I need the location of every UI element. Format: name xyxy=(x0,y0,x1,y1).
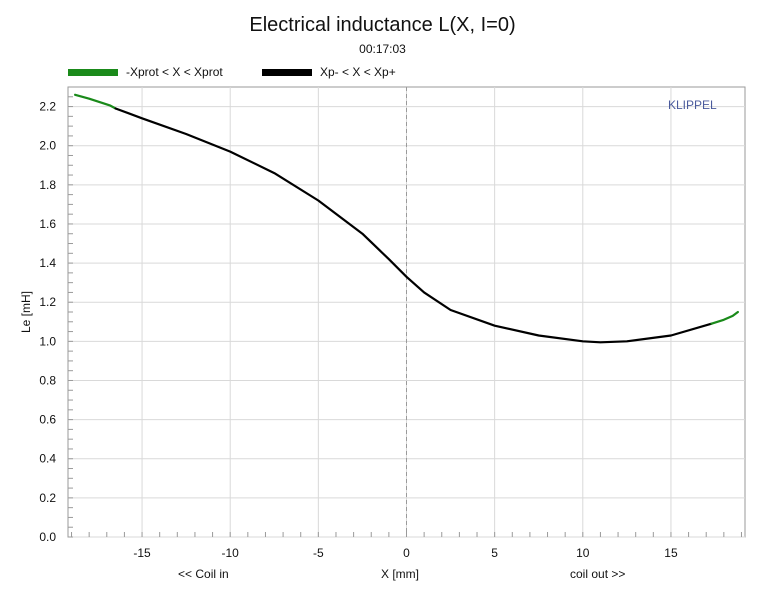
x-tick-label: -15 xyxy=(133,546,151,560)
x-tick-label: -5 xyxy=(313,546,324,560)
x-axis-label: X [mm] xyxy=(381,567,419,581)
y-axis-label: Le [mH] xyxy=(19,291,33,333)
y-tick-label: 1.2 xyxy=(39,295,56,309)
y-tick-label: 0.6 xyxy=(39,413,56,427)
series-line-0 xyxy=(73,93,117,110)
series-line-1 xyxy=(114,107,713,344)
y-tick-label: 1.6 xyxy=(39,217,56,231)
brand-label: KLIPPEL xyxy=(668,98,717,112)
y-tick-label: 0.2 xyxy=(39,491,56,505)
legend-label-xprot: -Xprot < X < Xprot xyxy=(126,65,223,79)
x-left-label: << Coil in xyxy=(178,567,229,581)
x-tick-label: -10 xyxy=(222,546,240,560)
legend-item-xp: Xp- < X < Xp+ xyxy=(262,64,396,80)
chart-timestamp: 00:17:03 xyxy=(359,42,406,56)
y-tick-label: 1.4 xyxy=(39,256,56,270)
legend-swatch-black xyxy=(262,68,312,76)
y-tick-label: 0.0 xyxy=(39,530,56,544)
x-tick-label: 5 xyxy=(491,546,498,560)
y-tick-label: 2.2 xyxy=(39,100,56,114)
legend-label-xp: Xp- < X < Xp+ xyxy=(320,65,396,79)
x-right-label: coil out >> xyxy=(570,567,626,581)
chart-title: Electrical inductance L(X, I=0) xyxy=(249,14,516,36)
series-line-2 xyxy=(710,310,740,325)
x-tick-label: 10 xyxy=(576,546,590,560)
x-tick-label: 15 xyxy=(664,546,678,560)
x-tick-label: 0 xyxy=(403,546,410,560)
y-tick-label: 0.4 xyxy=(39,452,56,466)
legend-item-xprot: -Xprot < X < Xprot xyxy=(68,64,223,80)
y-tick-label: 0.8 xyxy=(39,373,56,387)
y-tick-label: 1.8 xyxy=(39,178,56,192)
legend-swatch-green xyxy=(68,68,118,76)
y-tick-label: 2.0 xyxy=(39,139,56,153)
y-tick-label: 1.0 xyxy=(39,334,56,348)
